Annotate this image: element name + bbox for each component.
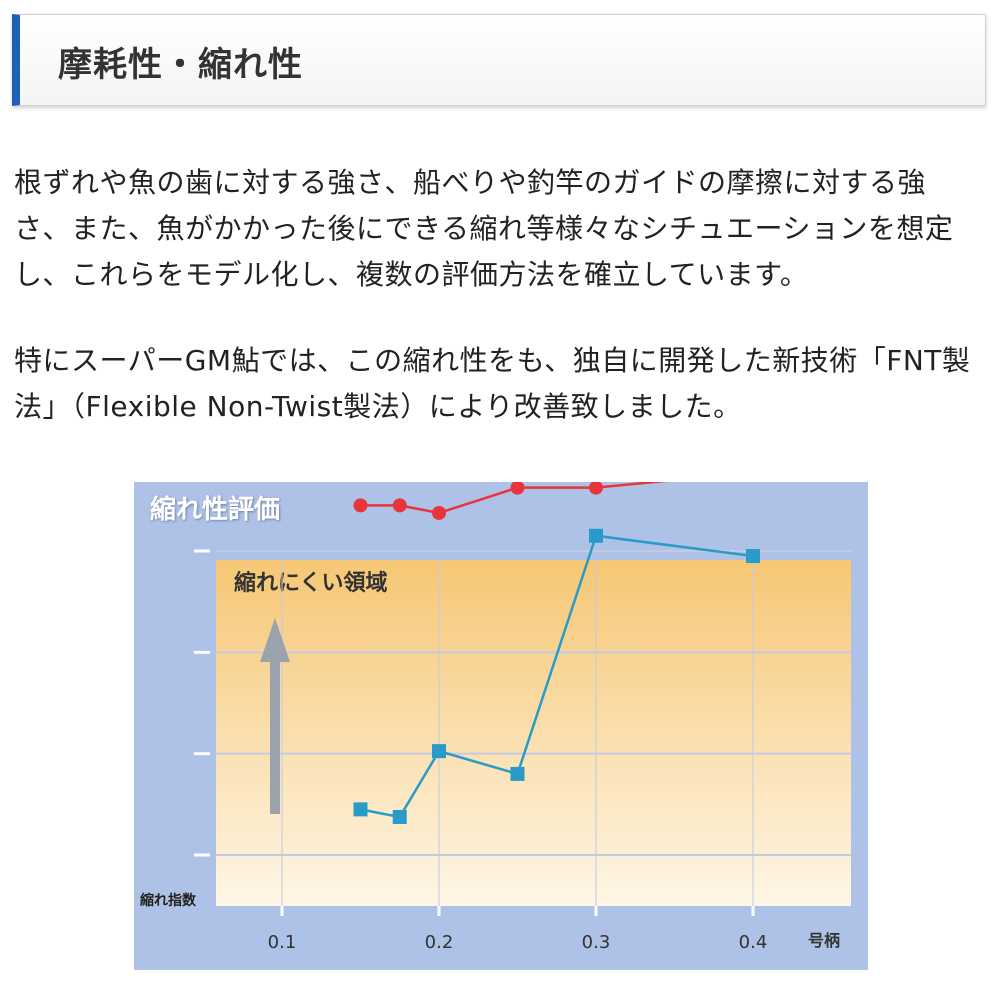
series-line-1: [360, 482, 668, 515]
y-axis-label: 縮れ指数: [140, 892, 197, 909]
curl-evaluation-chart: 縮れ性評価 縮れにくい領域 0.10.20.30.41.0 縮れ指数 号柄: [140, 482, 851, 953]
data-point-circle: [432, 505, 446, 520]
description-paragraph: 根ずれや魚の歯に対する強さ、船べりや釣竿のガイドの摩擦に対する強さ、また、魚がか…: [14, 166, 954, 291]
x-tick-label: 0.4: [739, 932, 768, 953]
x-tick-label: 0.2: [425, 932, 454, 953]
up-arrow-icon: [260, 618, 290, 662]
data-point-circle: [353, 498, 368, 513]
data-point-square: [353, 802, 368, 817]
data-point-circle: [392, 498, 407, 513]
data-point-circle: [510, 482, 525, 495]
section-header: 摩耗性・縮れ性: [12, 14, 986, 106]
region-label: 縮れにくい領域: [234, 570, 388, 596]
x-axis-label: 号柄: [808, 931, 840, 950]
data-point-square: [589, 528, 603, 543]
data-point-square: [432, 744, 446, 759]
chart-title: 縮れ性評価: [150, 494, 280, 525]
fnt-paragraph: 特にスーパーGM鮎では、この縮れ性をも、独自に開発した新技術「FNT製法」（Fl…: [14, 344, 971, 423]
x-tick-label: 0.1: [268, 932, 297, 953]
data-point-square: [392, 809, 407, 824]
data-point-square: [746, 549, 760, 564]
chart-panel: 縮れ性評価 縮れにくい領域 0.10.20.30.41.0 縮れ指数 号柄: [134, 482, 868, 970]
data-point-square: [510, 766, 525, 781]
section-title: 摩耗性・縮れ性: [58, 45, 303, 85]
plot-area: [216, 560, 851, 906]
x-tick-label: 0.3: [582, 932, 611, 953]
data-point-circle: [589, 482, 603, 495]
up-arrow-shaft: [270, 658, 280, 814]
